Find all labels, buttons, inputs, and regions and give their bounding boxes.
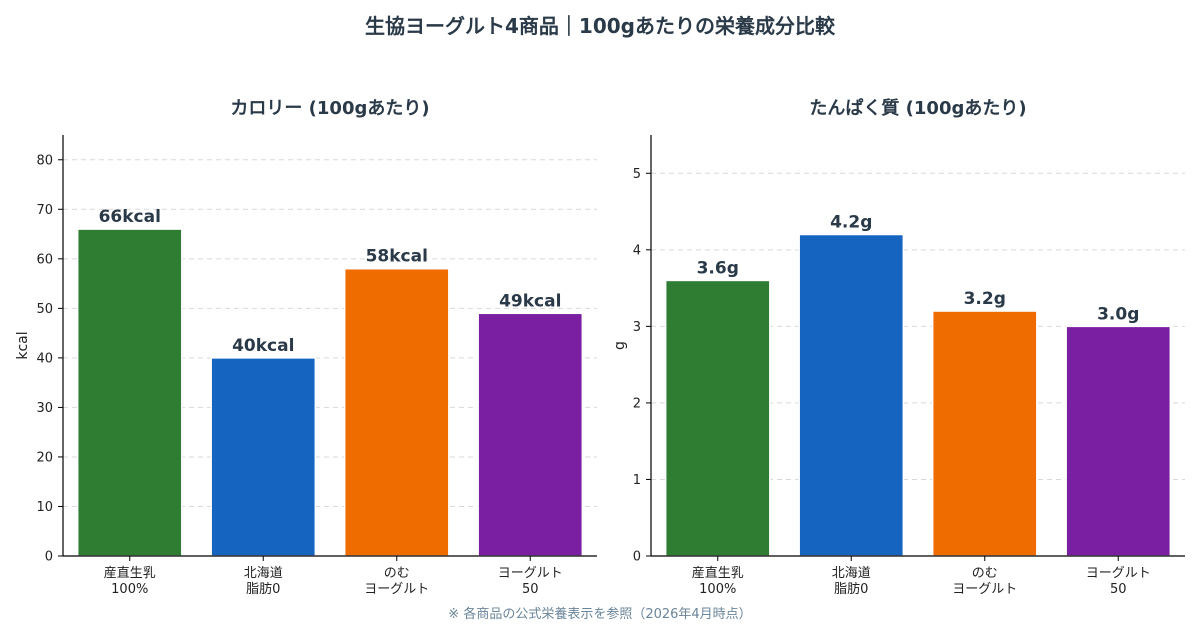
y-tick-label: 10 bbox=[36, 500, 53, 515]
y-tick-label: 40 bbox=[36, 351, 53, 366]
x-tick-label: 50 bbox=[1110, 582, 1127, 597]
y-tick-label: 0 bbox=[633, 550, 641, 565]
y-tick-label: 50 bbox=[36, 302, 53, 317]
x-tick-label: 100% bbox=[699, 582, 736, 597]
x-tick-label: 脂肪0 bbox=[834, 581, 868, 597]
x-tick-label: 脂肪0 bbox=[246, 581, 280, 597]
bar bbox=[343, 267, 450, 557]
y-tick-label: 60 bbox=[36, 252, 53, 267]
data-label: 66kcal bbox=[99, 207, 161, 227]
bar bbox=[931, 310, 1038, 557]
y-tick-label: 30 bbox=[36, 401, 53, 416]
chart-title: たんぱく質 (100gあたり) bbox=[809, 97, 1026, 119]
bar bbox=[477, 312, 584, 557]
x-tick-label: 産直生乳 bbox=[692, 565, 744, 581]
y-tick-label: 4 bbox=[633, 243, 641, 258]
bar bbox=[76, 228, 183, 557]
chart-panel-1: カロリー (100gあたり) 0 10 20 30 40 50 60 70 80 kcal 66kca… bbox=[15, 98, 597, 597]
y-tick-label: 70 bbox=[36, 203, 53, 218]
y-tick-label: 1 bbox=[633, 473, 641, 488]
x-tick-label: のむ bbox=[384, 566, 410, 581]
data-label: 3.0g bbox=[1097, 304, 1139, 324]
x-tick-label: ヨーグルト bbox=[952, 582, 1017, 597]
data-label: 40kcal bbox=[232, 336, 294, 356]
bar bbox=[210, 357, 317, 557]
y-axis-label: kcal bbox=[15, 331, 31, 359]
bar bbox=[1065, 325, 1172, 557]
y-tick-label: 20 bbox=[36, 450, 53, 465]
x-tick-label: ヨーグルト bbox=[498, 566, 563, 581]
x-tick-label: のむ bbox=[972, 566, 998, 581]
bar bbox=[798, 233, 905, 557]
y-tick-label: 5 bbox=[633, 167, 641, 182]
data-label: 3.6g bbox=[697, 258, 739, 278]
y-tick-label: 2 bbox=[633, 396, 641, 411]
data-label: 4.2g bbox=[830, 213, 872, 233]
data-label: 58kcal bbox=[366, 247, 428, 267]
x-tick-label: 産直生乳 bbox=[104, 565, 156, 581]
x-tick-label: 北海道 bbox=[832, 566, 871, 581]
chart-title: カロリー (100gあたり) bbox=[230, 98, 429, 119]
x-tick-label: ヨーグルト bbox=[1086, 566, 1151, 581]
y-tick-label: 0 bbox=[45, 550, 53, 565]
x-tick-label: 50 bbox=[522, 582, 539, 597]
page-title: 生協ヨーグルト4商品｜100gあたりの栄養成分比較 bbox=[365, 14, 835, 38]
y-tick-label: 3 bbox=[633, 320, 641, 335]
y-axis-label: g bbox=[612, 341, 628, 350]
x-tick-label: 北海道 bbox=[244, 566, 283, 581]
footnote: ※ 各商品の公式栄養表示を参照（2026年4月時点） bbox=[448, 607, 752, 622]
x-tick-label: 100% bbox=[111, 582, 148, 597]
data-label: 3.2g bbox=[964, 289, 1006, 309]
bar bbox=[664, 279, 771, 557]
data-label: 49kcal bbox=[499, 291, 561, 311]
y-tick-label: 80 bbox=[36, 153, 53, 168]
x-tick-label: ヨーグルト bbox=[364, 582, 429, 597]
